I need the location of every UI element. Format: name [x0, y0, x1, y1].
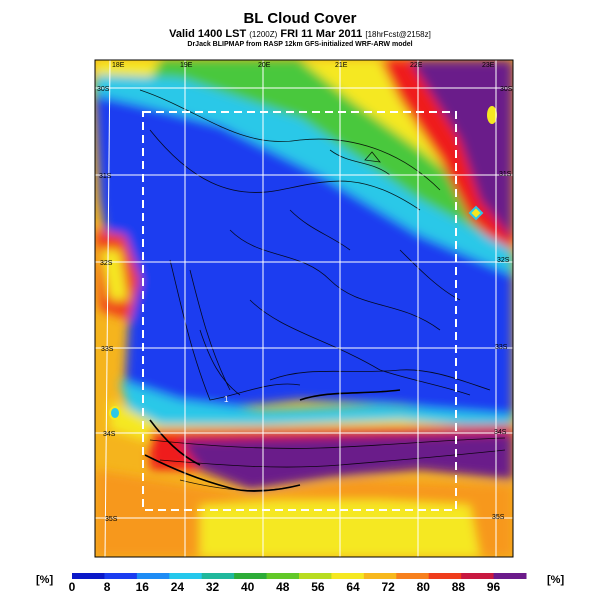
- color-scale-tick: 48: [276, 580, 290, 594]
- map-field: 18E 19E 20E 21E 22E 23E 18E 19E 20E 21E …: [95, 60, 513, 570]
- lat-label-right-4: 34S: [494, 429, 507, 436]
- valid-time-line: Valid 1400 LST (1200Z) FRI 11 Mar 2011 […: [0, 28, 600, 40]
- color-scale-tick: 40: [240, 580, 255, 594]
- terrain-contours: [139, 89, 506, 491]
- lon-label-top-1: 19E: [180, 62, 193, 69]
- model-description: DrJack BLIPMAP from RASP 12km GFS-initia…: [187, 41, 413, 48]
- color-scale-swatch: [363, 573, 397, 579]
- point-marker-label: 1: [224, 395, 229, 404]
- lon-label-top-5: 23E: [482, 62, 495, 69]
- lat-label-left-2: 32S: [100, 260, 113, 267]
- valid-utc: (1200Z): [249, 30, 278, 39]
- forecast-tag: [18hrFcst@2158z]: [365, 30, 431, 39]
- terrain-contours-note: Terrain contours: 500 ft: [400, 559, 493, 569]
- lon-label-top-0: 18E: [112, 62, 125, 69]
- color-scale-tick: 0: [68, 580, 76, 594]
- lat-label-right-3: 33S: [495, 344, 508, 351]
- lon-label-bottom-2: 20E: [258, 561, 271, 568]
- lon-label-top-4: 22E: [410, 62, 423, 69]
- color-scale-tick: 8: [103, 580, 111, 594]
- lat-label-right-0: 30S: [500, 86, 513, 93]
- valid-lst: Valid 1400 LST: [169, 28, 247, 40]
- lat-label-right-5: 35S: [492, 514, 505, 521]
- lat-label-left-4: 34S: [103, 431, 116, 438]
- color-scale-swatch: [461, 573, 495, 579]
- lat-label-right-2: 32S: [497, 257, 510, 264]
- color-scale-swatch: [396, 573, 430, 579]
- valid-date: FRI 11 Mar 2011: [280, 28, 363, 40]
- lon-label-bottom-1: 19E: [192, 563, 205, 570]
- color-scale-swatch: [331, 573, 365, 579]
- lat-label-left-5: 35S: [105, 516, 118, 523]
- lon-label-bottom-0: 18E: [120, 563, 133, 570]
- inner-domain-box: [142, 111, 457, 511]
- color-scale-tick: 88: [451, 580, 466, 594]
- color-scale-bar: [72, 573, 527, 579]
- color-scale-swatch: [201, 573, 235, 579]
- color-scale-tick: 96: [486, 580, 501, 594]
- color-scale-swatch: [428, 573, 462, 579]
- major-contours: [144, 389, 401, 492]
- color-scale-swatch: [104, 573, 138, 579]
- lon-label-top-2: 20E: [258, 62, 271, 69]
- color-scale-swatch: [72, 573, 105, 579]
- lat-label-right-1: 31S: [499, 171, 512, 178]
- color-scale-tick: 16: [135, 580, 149, 594]
- lat-label-left-3: 33S: [101, 346, 114, 353]
- lat-lon-grid: [95, 60, 513, 557]
- color-scale-tick: 72: [381, 580, 395, 594]
- lon-label-top-3: 21E: [335, 62, 348, 69]
- color-scale-tick: 64: [346, 580, 360, 594]
- scale-unit-left: [%]: [36, 574, 54, 586]
- color-scale-swatch: [266, 573, 300, 579]
- color-scale-tick: 32: [205, 580, 220, 594]
- lat-label-left-1: 31S: [99, 173, 112, 180]
- color-scale-tick: 56: [311, 580, 325, 594]
- color-scale-swatch: [234, 573, 268, 579]
- color-scale-tick: 80: [416, 580, 430, 594]
- color-scale-tick: 24: [170, 580, 185, 594]
- color-scale-swatch: [299, 573, 332, 579]
- lon-label-bottom-3: 21E: [330, 561, 343, 568]
- color-scale-swatch: [493, 573, 527, 579]
- lat-label-left-0: 30S: [97, 86, 110, 93]
- color-scale-swatch: [169, 573, 203, 579]
- map-frame: [94, 59, 514, 558]
- scale-unit-right: [%]: [547, 574, 565, 586]
- chart-title: BL Cloud Cover: [243, 10, 357, 27]
- color-scale-swatch: [136, 573, 170, 579]
